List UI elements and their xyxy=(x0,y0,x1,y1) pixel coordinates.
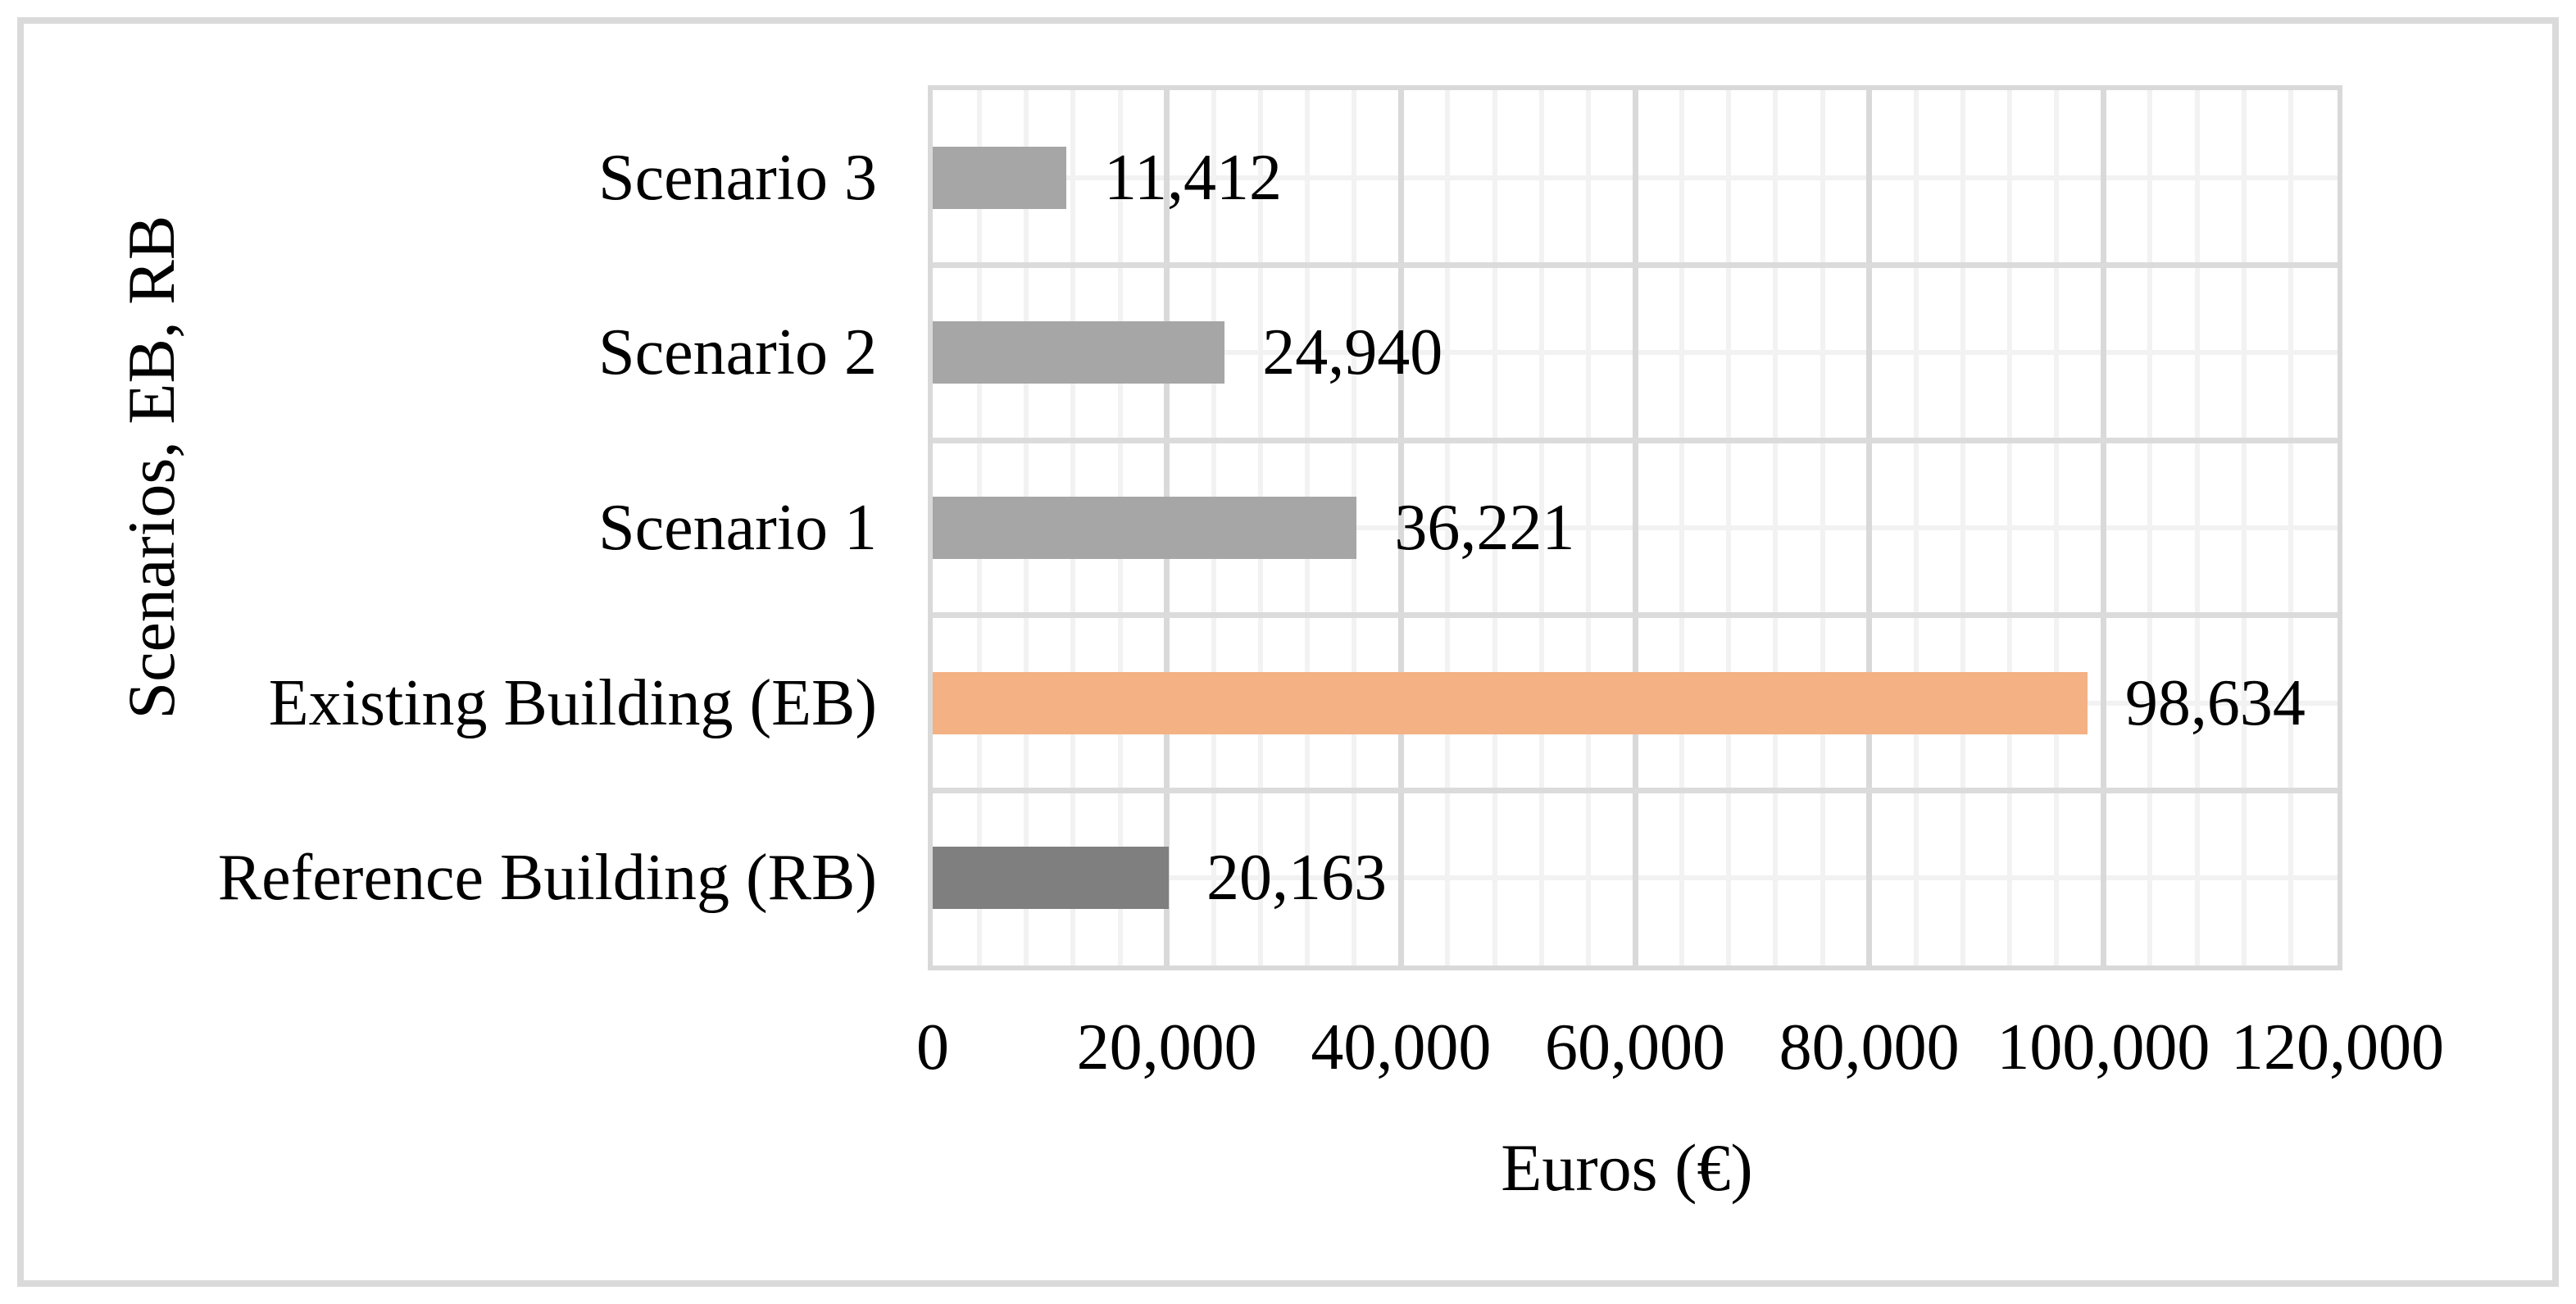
x-axis-title: Euros (€) xyxy=(1501,1130,1753,1205)
category-label-reference-building-rb: Reference Building (RB) xyxy=(217,842,877,915)
x-tick-label-40000: 40,000 xyxy=(1311,1011,1492,1084)
value-label-scenario-1: 36,221 xyxy=(1394,492,1575,564)
major-vertical-gridline xyxy=(1397,90,1404,966)
value-label-scenario-3: 11,412 xyxy=(1104,141,1283,214)
major-vertical-gridline xyxy=(1632,90,1638,966)
major-vertical-gridline xyxy=(1866,90,1873,966)
value-label-scenario-2: 24,940 xyxy=(1262,316,1443,389)
value-label-reference-building-rb: 20,163 xyxy=(1206,842,1387,915)
x-tick-label-100000: 100,000 xyxy=(1997,1011,2210,1084)
x-tick-label-80000: 80,000 xyxy=(1779,1011,1960,1084)
y-axis-title: Scenarios, EB, RB xyxy=(114,215,189,720)
bar-scenario-3 xyxy=(933,146,1066,209)
major-horizontal-gridline xyxy=(933,262,2337,269)
major-vertical-gridline xyxy=(2100,90,2106,966)
x-tick-label-20000: 20,000 xyxy=(1076,1011,1257,1084)
x-tick-label-120000: 120,000 xyxy=(2231,1011,2444,1084)
category-label-scenario-2: Scenario 2 xyxy=(598,316,877,389)
value-label-existing-building-eb: 98,634 xyxy=(2124,666,2306,739)
figure-border xyxy=(17,17,2559,1287)
major-horizontal-gridline xyxy=(933,437,2337,443)
x-tick-label-0: 0 xyxy=(916,1011,949,1084)
bar-reference-building-rb xyxy=(933,847,1169,910)
bar-scenario-1 xyxy=(933,497,1357,559)
category-label-existing-building-eb: Existing Building (EB) xyxy=(268,666,877,739)
x-tick-label-60000: 60,000 xyxy=(1545,1011,1725,1084)
bar-scenario-2 xyxy=(933,321,1225,384)
category-label-scenario-1: Scenario 1 xyxy=(598,492,877,564)
major-horizontal-gridline xyxy=(933,612,2337,619)
plot-area xyxy=(928,85,2342,970)
category-label-scenario-3: Scenario 3 xyxy=(598,141,877,214)
major-horizontal-gridline xyxy=(933,787,2337,793)
bar-existing-building-eb xyxy=(933,671,2088,734)
